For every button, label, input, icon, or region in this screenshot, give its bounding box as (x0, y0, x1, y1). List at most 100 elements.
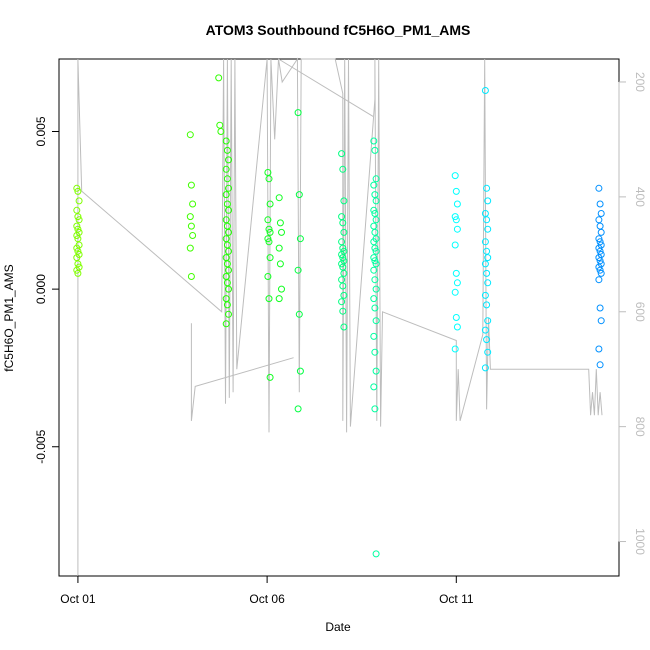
x-tick-label: Oct 01 (60, 592, 96, 606)
data-point (338, 238, 346, 246)
data-point (338, 150, 346, 158)
data-point (596, 222, 604, 230)
data-point (597, 210, 605, 217)
data-point (222, 216, 230, 224)
data-point (453, 279, 461, 287)
data-point (222, 320, 230, 328)
data-point (266, 254, 274, 262)
data-point (222, 295, 230, 303)
data-point (338, 298, 346, 306)
data-point (597, 317, 605, 325)
data-point (481, 326, 489, 334)
data-point (595, 244, 603, 252)
data-point (265, 238, 273, 246)
data-point (276, 219, 284, 227)
axes: Oct 01 Oct 06 Oct 11 -0.005 0.000 0.005 200 400… (34, 72, 647, 606)
data-point (75, 197, 83, 205)
data-point (595, 216, 603, 224)
data-point (596, 257, 604, 265)
data-point (370, 266, 378, 274)
data-point (370, 206, 378, 214)
data-point (371, 348, 379, 356)
data-point (481, 364, 489, 372)
data-point (372, 175, 380, 183)
data-point (371, 304, 379, 312)
data-point (596, 266, 604, 274)
data-point (372, 550, 380, 558)
data-point (481, 260, 489, 268)
data-point (187, 181, 195, 189)
data-point (73, 244, 81, 252)
data-point (451, 345, 459, 353)
data-point (223, 175, 231, 183)
data-point (189, 232, 197, 239)
altitude-lines (77, 57, 603, 576)
data-point (370, 137, 378, 145)
data-point (275, 295, 283, 303)
data-point (189, 200, 197, 208)
data-point (372, 285, 380, 293)
data-point (222, 165, 230, 173)
data-point (596, 238, 604, 246)
data-point (338, 251, 346, 258)
data-point (372, 260, 380, 268)
data-point (225, 247, 232, 255)
data-point (294, 109, 302, 117)
data-point (294, 266, 302, 274)
data-point (340, 197, 348, 205)
x-tick-label: Oct 11 (439, 592, 474, 606)
data-point (451, 288, 459, 296)
data-point (186, 244, 194, 252)
altitude-line-segment (190, 323, 294, 421)
data-point (216, 121, 224, 129)
data-point (187, 222, 195, 230)
data-point (225, 206, 232, 214)
data-point (222, 137, 230, 145)
data-point (187, 273, 195, 280)
data-point (453, 323, 461, 331)
data-point (296, 367, 304, 375)
data-point (340, 269, 348, 277)
data-point (452, 314, 460, 321)
data-point (217, 128, 225, 135)
data-point (225, 310, 232, 318)
data-point (266, 200, 274, 208)
data-point (453, 225, 461, 233)
data-point (483, 184, 491, 192)
data-point (372, 216, 380, 224)
data-point (595, 254, 603, 262)
data-point (371, 244, 379, 252)
data-point (222, 273, 230, 280)
data-point (481, 238, 489, 246)
data-point (295, 191, 303, 199)
data-point (294, 405, 302, 413)
data-point (452, 187, 460, 195)
data-point (452, 216, 460, 224)
y2-tick-label: 400 (633, 187, 647, 207)
y2-tick-label: 800 (633, 417, 647, 437)
data-point (215, 74, 223, 82)
data-point (278, 285, 285, 293)
data-point (74, 235, 82, 243)
data-point (370, 332, 378, 340)
data-point (483, 336, 491, 344)
data-point (483, 301, 491, 309)
plot-frame (58, 58, 620, 577)
data-point (481, 210, 489, 217)
data-point (223, 301, 231, 309)
data-point (275, 194, 283, 202)
data-point (370, 181, 378, 189)
data-point (74, 187, 82, 195)
data-point (451, 213, 459, 221)
data-point (483, 269, 491, 277)
data-point (222, 235, 230, 243)
data-point (339, 254, 347, 262)
data-point (371, 276, 379, 284)
data-points (73, 74, 605, 558)
data-point (340, 323, 348, 331)
x-axis-label: Date (325, 620, 351, 634)
data-point (372, 317, 380, 325)
data-point (73, 184, 81, 192)
data-point (340, 291, 348, 299)
